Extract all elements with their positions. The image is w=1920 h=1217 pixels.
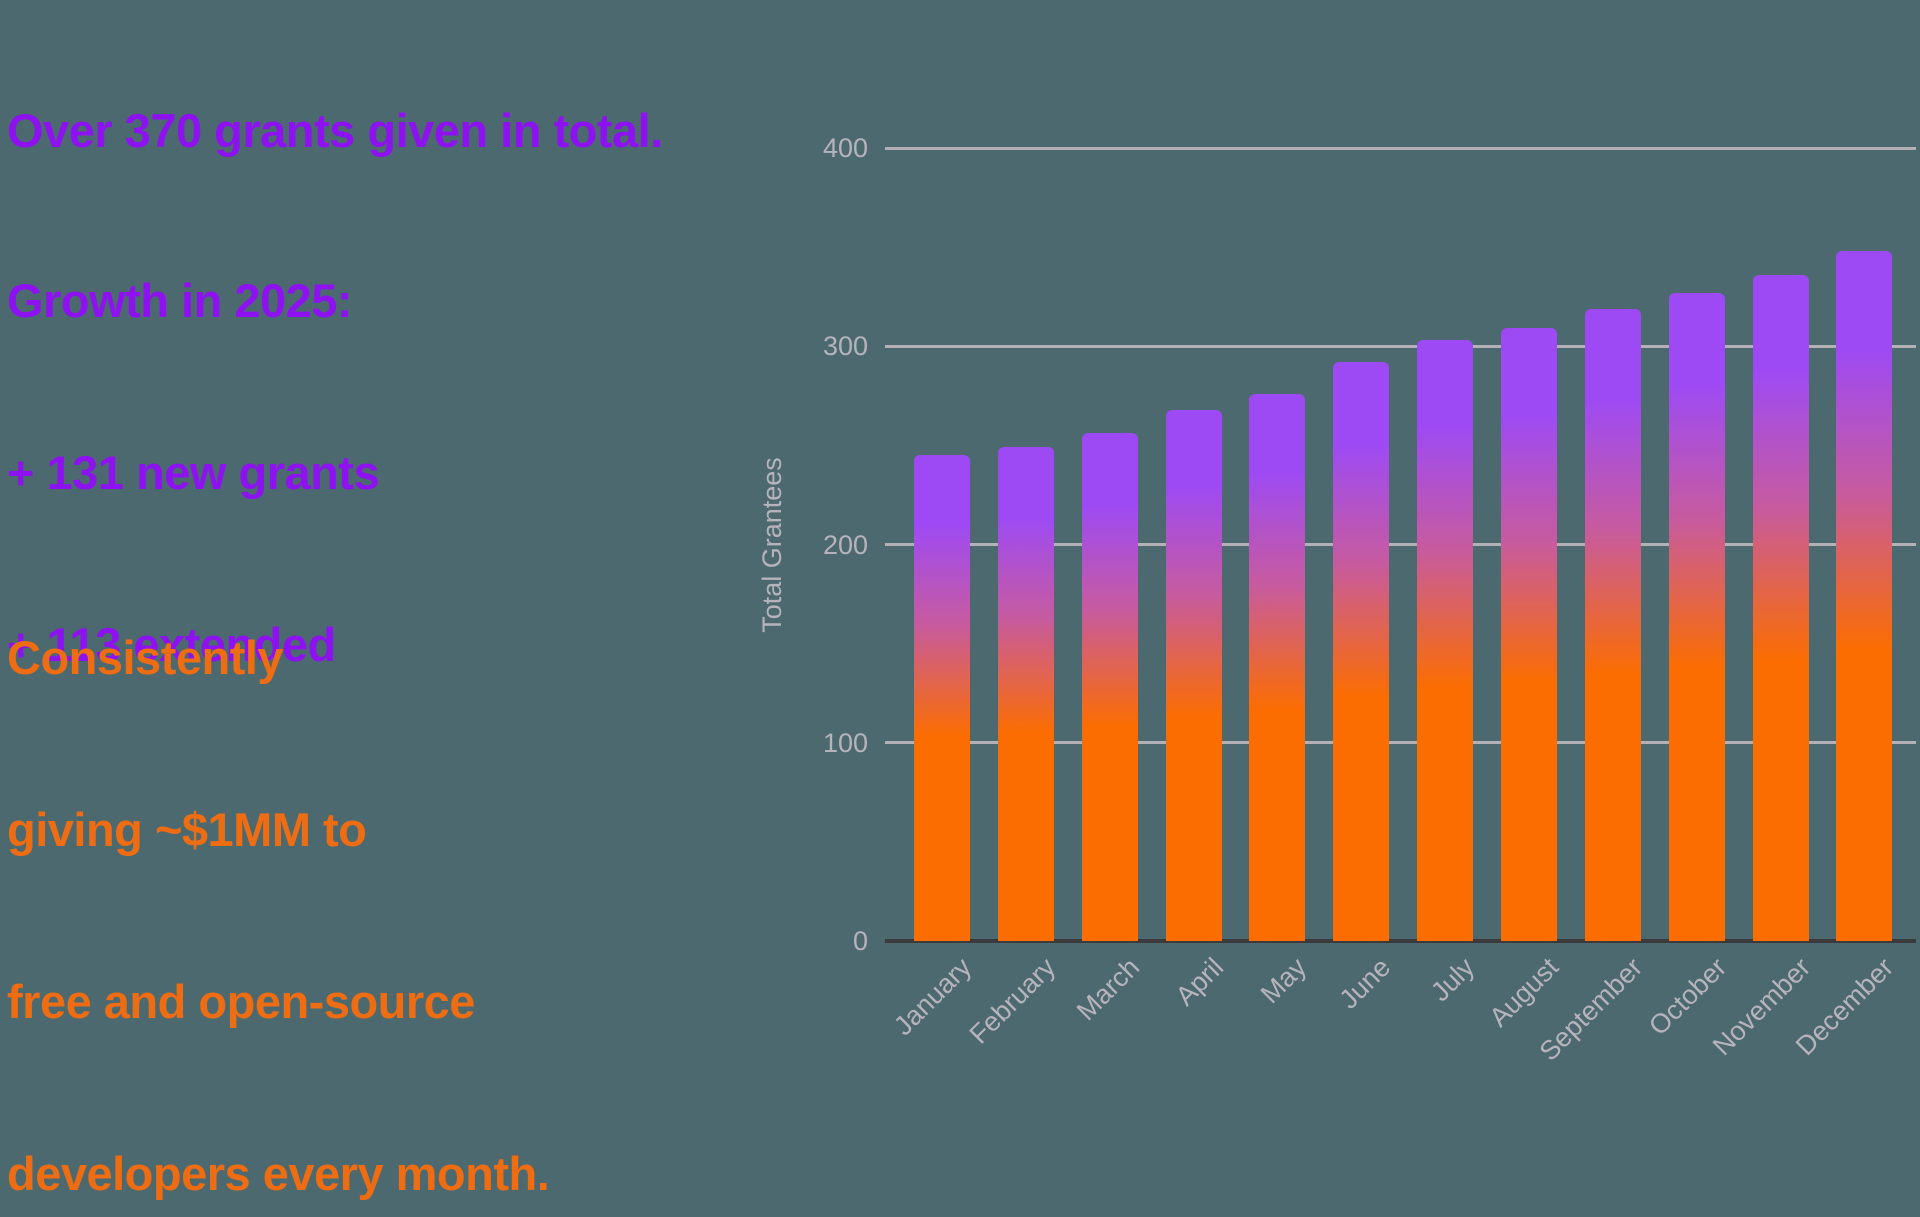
x-tick-label-december: December bbox=[1790, 952, 1900, 1062]
growth-block: Growth in 2025: + 131 new grants + 113 e… bbox=[7, 258, 380, 688]
bar-september bbox=[1584, 308, 1641, 941]
giving-line-4: developers every month. bbox=[7, 1147, 550, 1200]
y-tick-label-200: 200 bbox=[822, 529, 868, 560]
grantees-bar-chart: Total Grantees 0 100 200 300 400 January Febru… bbox=[757, 133, 1916, 1067]
bar-june bbox=[1333, 362, 1390, 941]
bar-january bbox=[914, 455, 970, 941]
gridline-100 bbox=[885, 741, 1916, 745]
bar-december bbox=[1836, 251, 1893, 941]
gridline-400 bbox=[885, 146, 1916, 150]
bar-november bbox=[1752, 274, 1809, 941]
x-axis-line bbox=[885, 939, 1916, 943]
bar-october bbox=[1668, 292, 1725, 941]
infographic-canvas: Over 370 grants given in total. Growth i… bbox=[7, 104, 1916, 1200]
gridline-200 bbox=[885, 543, 1916, 546]
bar-march bbox=[1081, 433, 1138, 941]
headline-total-grants: Over 370 grants given in total. bbox=[7, 104, 663, 157]
y-tick-label-400: 400 bbox=[822, 133, 868, 163]
y-tick-label-100: 100 bbox=[822, 727, 868, 758]
bar-july bbox=[1417, 340, 1474, 941]
growth-title: Growth in 2025: bbox=[7, 274, 353, 327]
bar-april bbox=[1165, 409, 1222, 941]
giving-line-1: Consistently bbox=[7, 631, 284, 684]
growth-new-grants: + 131 new grants bbox=[7, 446, 380, 499]
giving-line-2: giving ~$1MM to bbox=[7, 803, 367, 856]
y-tick-label-300: 300 bbox=[822, 331, 868, 362]
bar-august bbox=[1500, 328, 1557, 941]
gridline-300 bbox=[885, 344, 1916, 348]
giving-line-3: free and open-source bbox=[7, 975, 475, 1028]
growth-extended: + 113 extended bbox=[7, 618, 336, 671]
bar-february bbox=[997, 447, 1054, 941]
bar-may bbox=[1249, 393, 1306, 941]
y-tick-label-0: 0 bbox=[852, 926, 868, 956]
